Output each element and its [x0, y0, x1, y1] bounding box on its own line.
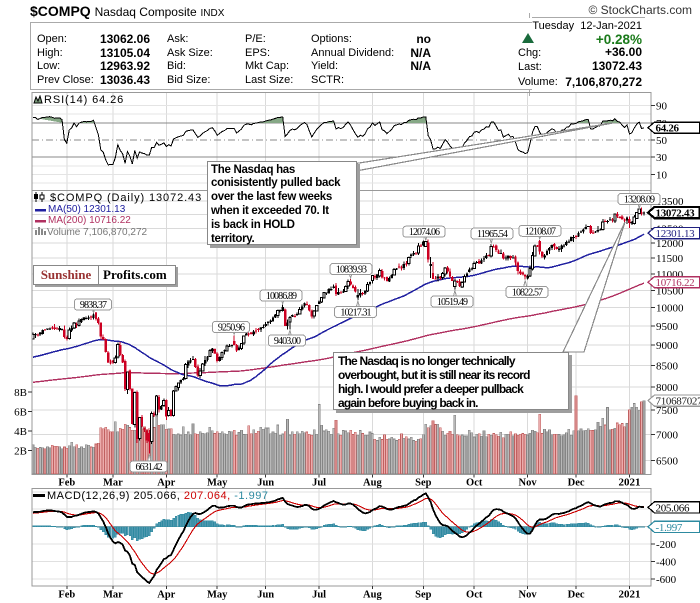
svg-text:12108.07: 12108.07 — [525, 226, 556, 237]
svg-text:Dec: Dec — [568, 590, 585, 601]
svg-text:10519.49: 10519.49 — [437, 297, 468, 308]
svg-text:2B: 2B — [14, 446, 27, 458]
svg-text:6500: 6500 — [656, 456, 679, 468]
svg-text:Jun: Jun — [257, 590, 274, 601]
svg-text:2021: 2021 — [619, 477, 641, 489]
svg-text:Sep: Sep — [415, 590, 432, 601]
svg-text:13208.09: 13208.09 — [624, 195, 655, 206]
svg-text:50: 50 — [656, 135, 668, 147]
svg-text:11965.54: 11965.54 — [477, 229, 508, 240]
svg-text:9838.37: 9838.37 — [80, 300, 107, 311]
svg-text:30: 30 — [656, 152, 668, 164]
svg-text:13500: 13500 — [656, 196, 684, 208]
svg-text:7000: 7000 — [656, 429, 679, 441]
svg-text:Sep: Sep — [415, 478, 432, 489]
svg-text:12301.13: 12301.13 — [656, 228, 696, 240]
svg-text:9000: 9000 — [656, 340, 679, 352]
svg-text:Mar: Mar — [103, 478, 123, 489]
svg-text:8B: 8B — [14, 387, 27, 399]
svg-text:Jul: Jul — [312, 590, 326, 601]
svg-text:Oct: Oct — [466, 478, 483, 489]
svg-text:205.066: 205.066 — [656, 502, 690, 514]
svg-text:-400: -400 — [656, 556, 677, 568]
svg-text:Nov: Nov — [519, 590, 538, 601]
svg-text:11500: 11500 — [656, 253, 684, 265]
svg-text:-600: -600 — [656, 574, 677, 586]
svg-text:May: May — [207, 590, 228, 601]
svg-text:May: May — [207, 478, 228, 489]
svg-text:Feb: Feb — [58, 478, 75, 489]
svg-text:Apr: Apr — [157, 478, 175, 489]
svg-text:10086.89: 10086.89 — [266, 291, 297, 302]
svg-text:Dec: Dec — [568, 478, 585, 489]
svg-text:9403.00: 9403.00 — [274, 336, 301, 347]
svg-text:10822.57: 10822.57 — [512, 288, 543, 299]
svg-text:13072.43: 13072.43 — [656, 208, 696, 220]
svg-text:Oct: Oct — [466, 590, 483, 601]
svg-text:10839.93: 10839.93 — [336, 265, 367, 276]
svg-text:Aug: Aug — [363, 478, 382, 489]
svg-text:4B: 4B — [14, 426, 27, 438]
svg-text:64.26: 64.26 — [656, 123, 680, 135]
svg-text:Feb: Feb — [58, 590, 75, 601]
svg-text:10000: 10000 — [656, 303, 684, 315]
svg-text:6B: 6B — [14, 406, 27, 418]
svg-text:2021: 2021 — [619, 589, 641, 601]
svg-text:12000: 12000 — [656, 238, 684, 250]
svg-text:6631.42: 6631.42 — [135, 462, 162, 473]
svg-text:7500: 7500 — [656, 405, 679, 417]
svg-text:Aug: Aug — [363, 590, 382, 601]
svg-text:Apr: Apr — [157, 590, 175, 601]
svg-text:-200: -200 — [656, 539, 677, 551]
svg-text:90: 90 — [656, 101, 668, 113]
svg-text:12074.06: 12074.06 — [409, 227, 440, 238]
svg-text:10716.22: 10716.22 — [656, 277, 695, 289]
svg-text:10217.31: 10217.31 — [340, 308, 371, 319]
svg-text:8500: 8500 — [656, 360, 679, 372]
svg-text:-1.997: -1.997 — [656, 522, 683, 534]
svg-text:10: 10 — [656, 169, 668, 181]
svg-text:Jul: Jul — [312, 478, 326, 489]
svg-text:Nov: Nov — [519, 478, 538, 489]
svg-text:9500: 9500 — [656, 321, 679, 333]
svg-text:9250.96: 9250.96 — [218, 323, 245, 334]
svg-text:Mar: Mar — [103, 590, 123, 601]
svg-text:8000: 8000 — [656, 382, 679, 394]
svg-text:Jun: Jun — [257, 478, 274, 489]
